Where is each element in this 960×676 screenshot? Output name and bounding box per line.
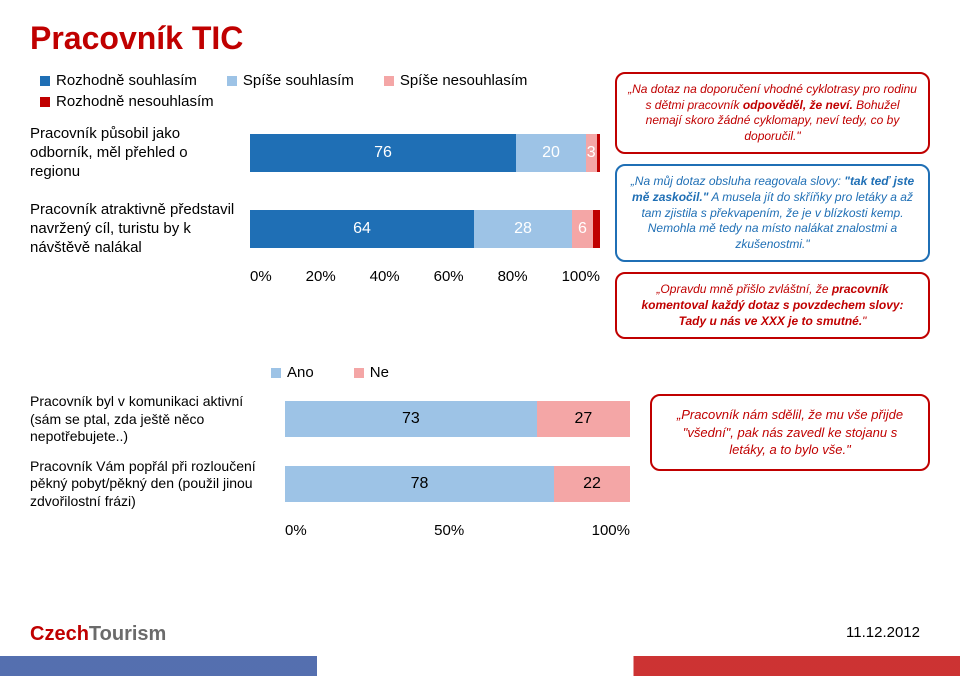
page-date: 11.12.2012: [846, 624, 920, 641]
legend-item: Spíše nesouhlasím: [384, 72, 528, 89]
quote-text: „Na můj dotaz obsluha reagovala slovy:: [631, 174, 844, 188]
quote-bubble: „Na dotaz na doporučení vhodné cyklotras…: [615, 72, 930, 154]
bar-segment: [593, 210, 600, 248]
bar-segment: 22: [554, 466, 630, 502]
flag-decoration: [0, 656, 960, 676]
axis-tick: 0%: [250, 268, 272, 285]
legend-item: Rozhodně nesouhlasím: [40, 93, 214, 110]
chart2-axis: 0% 50% 100%: [285, 522, 630, 539]
bar: 7327: [285, 401, 630, 437]
legend-label: Rozhodně souhlasím: [56, 72, 197, 89]
chart2: Ano Ne Pracovník byl v komunikaci aktivní…: [30, 364, 630, 539]
chart-row: Pracovník atraktivně představil navržený…: [30, 201, 600, 257]
bar-segment: 76: [250, 134, 516, 172]
axis-tick: 20%: [306, 268, 336, 285]
legend-swatch: [227, 76, 237, 86]
chart1: Rozhodně souhlasím Spíše souhlasím Spíše n…: [30, 72, 600, 285]
legend-swatch: [354, 368, 364, 378]
bar-segment: 6: [572, 210, 593, 248]
logo-part1: Czech: [30, 623, 89, 645]
legend-label: Ano: [287, 364, 314, 381]
bar-segment: [597, 134, 601, 172]
row-label: Pracovník byl v komunikaci aktivní (sám …: [30, 393, 275, 446]
quote-text: „Opravdu mně přišlo zvláštní, že: [656, 282, 831, 296]
bar-segment: 73: [285, 401, 537, 437]
chart-row: Pracovník působil jako odborník, měl pře…: [30, 125, 600, 181]
quote-bubbles: „Na dotaz na doporučení vhodné cyklotras…: [615, 72, 930, 339]
page-title: Pracovník TIC: [30, 20, 930, 57]
quote-bubble: „Na můj dotaz obsluha reagovala slovy: "…: [615, 164, 930, 262]
quote-text: , pak: [730, 425, 762, 440]
quote-bold: odpověděl, že neví.: [743, 98, 853, 112]
row-label: Pracovník Vám popřál při rozloučení pěkn…: [30, 458, 275, 511]
legend-item: Ne: [354, 364, 389, 381]
bar: 7822: [285, 466, 630, 502]
lower-quote: „Pracovník nám sdělil, že mu vše přijde …: [650, 394, 930, 471]
legend-swatch: [271, 368, 281, 378]
quote-bubble: „Opravdu mně přišlo zvláštní, že pracovn…: [615, 272, 930, 339]
axis-tick: 80%: [498, 268, 528, 285]
axis-tick: 60%: [434, 268, 464, 285]
legend-label: Spíše nesouhlasím: [400, 72, 528, 89]
legend-swatch: [40, 76, 50, 86]
legend-item: Rozhodně souhlasím: [40, 72, 197, 89]
quote-text: ": [846, 442, 851, 457]
axis-tick: 0%: [285, 522, 307, 539]
legend-swatch: [384, 76, 394, 86]
bar-segment: 3: [586, 134, 597, 172]
chart2-legend: Ano Ne: [30, 364, 630, 381]
chart-row: Pracovník byl v komunikaci aktivní (sám …: [30, 393, 630, 446]
legend-item: Ano: [271, 364, 314, 381]
legend-item: Spíše souhlasím: [227, 72, 354, 89]
bar: 64286: [250, 210, 600, 248]
quote-text: ": [862, 314, 866, 328]
legend-label: Rozhodně nesouhlasím: [56, 93, 214, 110]
chart1-axis: 0% 20% 40% 60% 80% 100%: [250, 268, 600, 285]
legend-label: Ne: [370, 364, 389, 381]
logo-part2: Tourism: [89, 623, 166, 645]
chart-row: Pracovník Vám popřál při rozloučení pěkn…: [30, 458, 630, 511]
row-label: Pracovník atraktivně představil navržený…: [30, 201, 240, 257]
bar-segment: 20: [516, 134, 586, 172]
czechtourism-logo: CzechTourism: [30, 623, 166, 646]
row-label: Pracovník působil jako odborník, měl pře…: [30, 125, 240, 181]
axis-tick: 40%: [370, 268, 400, 285]
axis-tick: 100%: [562, 268, 600, 285]
bar-segment: 78: [285, 466, 554, 502]
legend-swatch: [40, 97, 50, 107]
axis-tick: 100%: [592, 522, 630, 539]
legend-label: Spíše souhlasím: [243, 72, 354, 89]
bar-segment: 64: [250, 210, 474, 248]
chart1-legend: Rozhodně souhlasím Spíše souhlasím Spíše n…: [30, 72, 600, 110]
bar-segment: 27: [537, 401, 630, 437]
bar-segment: 28: [474, 210, 572, 248]
axis-tick: 50%: [434, 522, 464, 539]
quote-text: „Pracovník nám sdělil,: [677, 407, 809, 422]
bar: 76203: [250, 134, 600, 172]
